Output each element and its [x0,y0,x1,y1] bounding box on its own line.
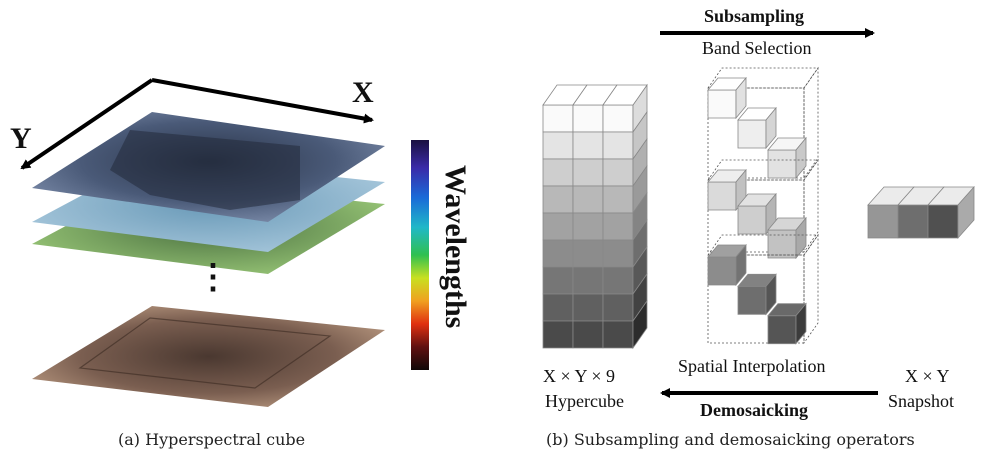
selected-band-cube-side [735,243,747,287]
tower-cell [542,293,574,322]
tower-cell [572,212,604,241]
layer-ellipsis: ⋮ [196,259,230,296]
tower-cell [572,158,604,187]
selected-band-cube-front [767,315,797,345]
tower-cell [572,131,604,160]
colorbar-label: Wavelengths [439,165,472,329]
tower-cell [602,104,634,133]
tower-cell [542,320,574,349]
hyperspectral-cube-panel [20,78,429,407]
tower-cell [602,239,634,268]
demosaicking-label: Demosaicking [700,400,808,420]
tower-cell [602,158,634,187]
subsampling-label: Subsampling [704,6,805,26]
tower-top [602,84,648,106]
tower-cell [572,266,604,295]
tower-side [632,299,648,350]
selected-band-cube-front [737,119,767,149]
snapshot-cell [927,204,959,239]
band-selection-scheme [707,66,819,345]
selected-band-cube-side [765,106,777,150]
selected-band-cube-front [767,229,797,259]
caption-a: (a) Hyperspectral cube [118,430,306,449]
selected-band-cube-front [737,205,767,235]
tower-cell [602,185,634,214]
snapshot-side [957,185,975,240]
snapshot-cell [867,204,899,239]
selected-band-cube-side [795,136,807,180]
x-axis-label: X [352,76,374,109]
operators-panel [542,28,975,398]
y-axis-label: Y [10,122,32,155]
tower-cell [572,293,604,322]
tower-cell [572,239,604,268]
tower-cell [572,104,604,133]
band-layer-bottom [32,306,385,407]
spatial-interpolation-label: Spatial Interpolation [678,356,826,376]
selection-box-side [803,233,819,345]
y-axis-arrow [20,78,154,170]
selected-band-cube-side [735,76,747,120]
band-selection-label: Band Selection [702,38,812,58]
selected-band-cube-front [707,89,737,119]
tower-cell [542,239,574,268]
caption-b: (b) Subsampling and demosaicking operato… [546,430,915,449]
wavelength-colorbar [411,140,429,370]
snapshot-dims-label: X × Y [905,366,950,386]
hypercube-name-label: Hypercube [545,391,624,411]
tower-cell [572,320,604,349]
selected-band-cube-front [707,256,737,286]
tower-cell [572,185,604,214]
tower-cell [602,293,634,322]
tower-cell [542,131,574,160]
band-layer-bottom-detail [78,317,332,389]
hypercube-tower [542,83,648,350]
tower-cell [542,185,574,214]
tower-cell [602,266,634,295]
snapshot-mosaic [867,185,975,240]
hypercube-dims-label: X × Y × 9 [543,366,615,386]
selected-band-cube-front [707,181,737,211]
selected-band-cube-side [795,302,807,345]
selected-band-cube-front [737,285,767,315]
band-layer-top-detail [110,130,300,210]
selected-band-cube-side [795,216,807,260]
snapshot-cell [897,204,929,239]
tower-cell [542,266,574,295]
selected-band-cube-side [765,273,777,316]
snapshot-name-label: Snapshot [888,391,955,411]
tower-cell [542,212,574,241]
x-axis-arrow [151,78,374,124]
tower-cell [542,104,574,133]
tower-cell [602,131,634,160]
tower-cell [542,158,574,187]
tower-cell [602,212,634,241]
selected-band-cube-front [767,149,797,179]
tower-cell [602,320,634,349]
